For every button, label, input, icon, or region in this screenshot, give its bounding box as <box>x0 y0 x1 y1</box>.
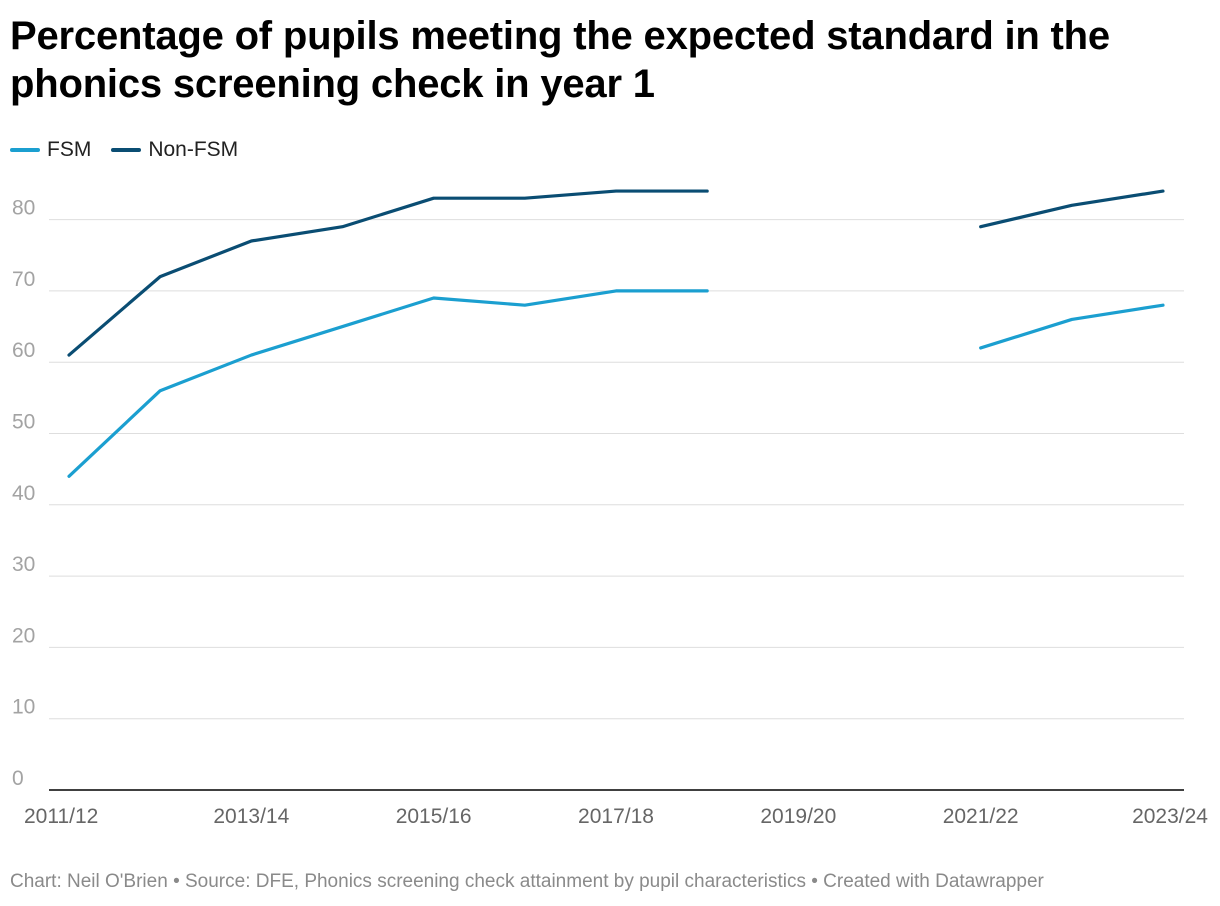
y-tick-label-70: 70 <box>12 268 35 291</box>
x-tick-label-2023-24: 2023/24 <box>1132 805 1208 828</box>
x-tick-label-2021-22: 2021/22 <box>943 805 1019 828</box>
y-tick-label-30: 30 <box>12 553 35 576</box>
series-lines <box>67 189 1165 478</box>
gridlines <box>49 219 1184 720</box>
x-tick-label-2011-12: 2011/12 <box>24 805 98 828</box>
legend-label-non-fsm: Non-FSM <box>148 138 239 161</box>
x-tick-label-2019-20: 2019/20 <box>760 805 836 828</box>
y-tick-label-20: 20 <box>12 624 35 647</box>
y-tick-label-10: 10 <box>12 696 35 719</box>
legend-item-fsm: FSM <box>10 138 91 162</box>
y-tick-label-40: 40 <box>12 482 35 505</box>
x-tick-label-2017-18: 2017/18 <box>578 805 654 828</box>
legend-swatch-non-fsm <box>111 148 142 152</box>
chart-footer-credits: Chart: Neil O'Brien • Source: DFE, Phoni… <box>10 871 1044 892</box>
series-non-fsm <box>67 189 1165 357</box>
y-tick-label-0: 0 <box>12 767 24 790</box>
series-line-fsm-segment-1 <box>979 303 1165 350</box>
chart-title: Percentage of pupils meeting the expecte… <box>10 14 1110 106</box>
series-line-fsm-segment-0 <box>67 289 709 478</box>
chart-legend: FSM Non-FSM <box>10 137 258 163</box>
series-line-non-fsm-segment-1 <box>979 189 1165 229</box>
x-tick-label-2013-14: 2013/14 <box>213 805 289 828</box>
axes: 0 10 20 30 40 50 60 70 80 2011/12 2013/14 2015/16 20… <box>12 197 1208 828</box>
series-fsm <box>67 289 1165 478</box>
y-tick-label-80: 80 <box>12 197 35 220</box>
series-line-non-fsm-segment-0 <box>67 189 709 357</box>
legend-item-non-fsm: Non-FSM <box>111 138 238 162</box>
y-tick-label-60: 60 <box>12 339 35 362</box>
x-tick-label-2015-16: 2015/16 <box>396 805 472 828</box>
legend-label-fsm: FSM <box>47 138 92 161</box>
y-tick-label-50: 50 <box>12 411 35 434</box>
legend-swatch-fsm <box>10 148 40 152</box>
